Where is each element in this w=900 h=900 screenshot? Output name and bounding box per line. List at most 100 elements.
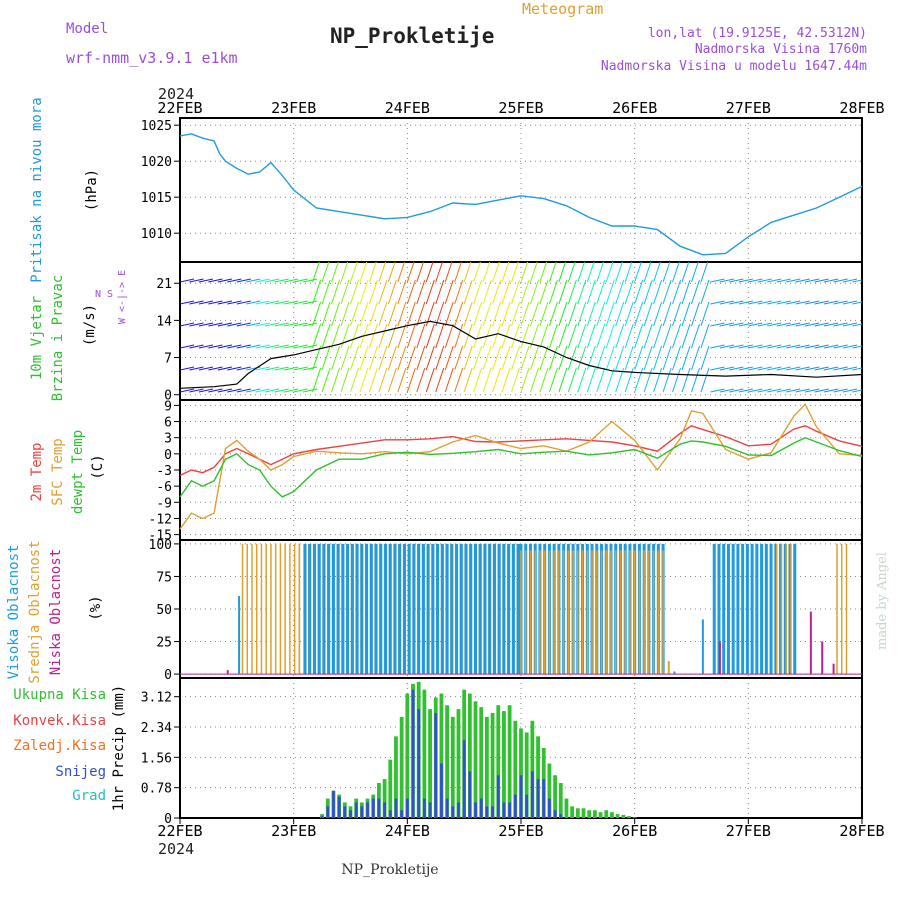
wind-arrow — [368, 367, 378, 393]
wind-arrow — [482, 367, 492, 393]
wind-arrow — [208, 278, 223, 283]
wind-arrow — [615, 345, 625, 371]
cloud-bar-mid — [246, 543, 249, 675]
precip-bar-snow — [468, 771, 472, 818]
cloud-bar-high — [726, 543, 730, 675]
wind-arrow — [416, 345, 426, 371]
bottom-date-label: 28FEB — [839, 822, 884, 840]
wind-arrow — [274, 344, 289, 349]
wind-arrow — [473, 279, 483, 305]
wind-arrow — [586, 323, 596, 349]
wind-arrow — [359, 345, 369, 371]
wind-arrow — [236, 322, 251, 327]
wind-arrow — [444, 301, 454, 327]
precip-bar-total — [428, 709, 432, 818]
wind-arrow — [529, 262, 538, 283]
wind-arrow — [691, 279, 700, 305]
wind-arrow — [672, 345, 682, 371]
cloud-bar-mid — [572, 550, 574, 675]
wind-arrow — [217, 300, 232, 305]
model-label: Model — [66, 21, 108, 37]
wind-arrow — [340, 345, 350, 371]
wind-arrow — [312, 301, 322, 327]
precip-bar-snow — [337, 796, 341, 818]
wind-arrow — [198, 344, 214, 349]
cloud-bar-mid — [596, 550, 598, 675]
wind-arrow — [548, 262, 557, 283]
cloud-bar-high — [317, 543, 321, 675]
precip-bar-snow — [388, 810, 392, 818]
wind-arrow — [615, 301, 625, 327]
wind-arrow — [511, 367, 521, 393]
wind-arrow — [473, 367, 483, 393]
wind-arrow — [274, 278, 289, 283]
wind-arrow — [198, 366, 214, 371]
wind-arrow — [805, 366, 820, 371]
wind-arrow — [284, 344, 299, 349]
cloud-bar-mid — [586, 550, 589, 675]
wind-arrow — [567, 367, 577, 393]
wind-arrow — [738, 388, 753, 393]
wind-arrow — [189, 388, 204, 393]
wind-arrow — [246, 300, 261, 305]
wind-arrow — [757, 366, 772, 371]
wind-arrow — [208, 322, 223, 327]
wind-arrow — [729, 344, 744, 349]
wind-arrow — [189, 322, 204, 327]
pressure-ytick-label: 1015 — [141, 191, 172, 206]
precip-ytick-label: 1.56 — [141, 751, 172, 766]
watermark: made by Angel — [875, 552, 890, 650]
cloud-bar-high — [450, 543, 454, 675]
wind-arrow — [312, 279, 322, 305]
wind-arrow — [454, 279, 464, 305]
cloud-bar-mid — [284, 543, 286, 675]
wind-arrow-field — [180, 262, 862, 393]
cloud-bar-high — [745, 543, 749, 675]
wind-arrow — [586, 262, 595, 283]
wind-arrow — [814, 388, 829, 393]
precip-bar-snow — [525, 794, 529, 818]
wind-arrow — [473, 262, 481, 283]
cloud-bar-high — [355, 543, 359, 675]
wind-arrow — [643, 301, 653, 327]
wind-arrow — [454, 345, 464, 371]
wind-arrow — [624, 345, 634, 371]
wind-arrow — [255, 322, 270, 327]
wind-arrow — [293, 388, 308, 393]
wind-arrow — [340, 367, 350, 393]
cloud-bar-high — [502, 543, 506, 675]
wind-arrow — [605, 323, 615, 349]
precip-bar-snow — [462, 740, 466, 818]
wind-arrow — [520, 367, 530, 393]
wind-arrow — [738, 344, 753, 349]
wind-arrow — [719, 278, 735, 283]
wind-arrow — [473, 323, 483, 349]
wind-arrow — [255, 344, 270, 349]
cloud-bar-high — [350, 543, 354, 675]
wind-arrow — [529, 367, 539, 393]
wind-arrow — [786, 322, 801, 327]
cloud-bar-high — [388, 543, 392, 675]
wind-arrow — [729, 322, 744, 327]
precip-bar-total — [575, 808, 580, 818]
wind-arrow — [861, 347, 862, 348]
wind-arrow — [814, 366, 829, 371]
precip-bar-snow — [474, 802, 477, 818]
wind-arrow — [425, 279, 435, 305]
wind-arrow — [482, 345, 492, 371]
wind-arrow — [416, 279, 426, 305]
cloud-bar-mid — [581, 550, 584, 675]
wind-arrow — [795, 278, 810, 283]
cloud-bar-high — [478, 543, 482, 675]
wind-arrow — [786, 300, 801, 305]
wind-arrow — [681, 301, 691, 327]
wind-arrow — [350, 262, 358, 283]
wind-arrow — [501, 367, 511, 393]
wind-arrow — [492, 367, 502, 393]
wind-arrow — [558, 301, 568, 327]
precip-bar-total — [615, 814, 620, 818]
wind-arrow — [227, 322, 242, 327]
wind-arrow — [198, 300, 214, 305]
pressure-unit-label: (hPa) — [84, 169, 100, 211]
wind-arrow — [700, 323, 710, 349]
